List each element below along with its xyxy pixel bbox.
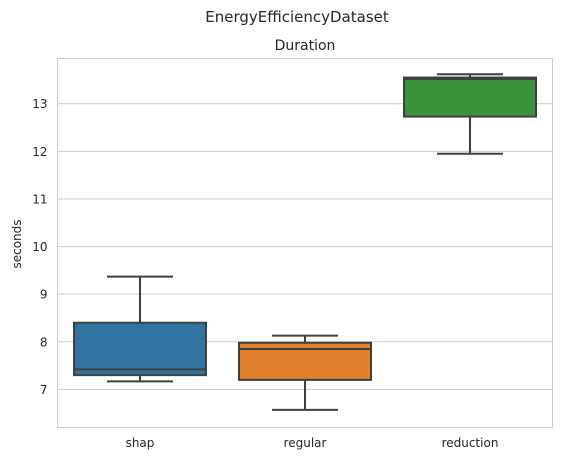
y-tick-label: 7: [40, 383, 48, 397]
figure-suptitle: EnergyEfficiencyDataset: [205, 8, 389, 26]
y-tick-label: 8: [40, 335, 48, 349]
plot-frame: [57, 58, 553, 428]
boxes: [73, 73, 537, 411]
box-reduction: [403, 73, 537, 155]
axes-title: Duration: [275, 38, 336, 54]
y-tick-label: 13: [32, 97, 47, 111]
box-shap: [73, 275, 207, 383]
x-tick-label: reduction: [442, 436, 499, 450]
y-tick-label: 12: [32, 145, 47, 159]
y-tick-label: 10: [32, 240, 47, 254]
y-tick-label: 9: [40, 288, 48, 302]
y-tick-labels: 7 8 9 10 11 12 13: [32, 97, 47, 397]
y-tick-label: 11: [32, 192, 47, 206]
box-regular: [238, 334, 372, 411]
x-tick-label: regular: [284, 436, 327, 450]
box-iqr: [73, 321, 207, 377]
x-tick-label: shap: [126, 436, 155, 450]
box-iqr: [403, 76, 537, 118]
y-axis-label: seconds: [10, 219, 24, 268]
x-tick-labels: shap regular reduction: [126, 436, 499, 450]
